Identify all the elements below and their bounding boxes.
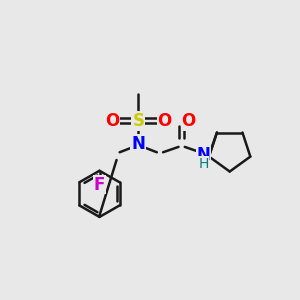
Text: O: O	[182, 112, 196, 130]
Text: S: S	[132, 112, 144, 130]
Text: N: N	[131, 135, 145, 153]
Text: N: N	[196, 146, 210, 164]
Text: O: O	[158, 112, 172, 130]
Text: F: F	[94, 176, 105, 194]
Text: O: O	[105, 112, 119, 130]
Text: H: H	[198, 157, 208, 171]
